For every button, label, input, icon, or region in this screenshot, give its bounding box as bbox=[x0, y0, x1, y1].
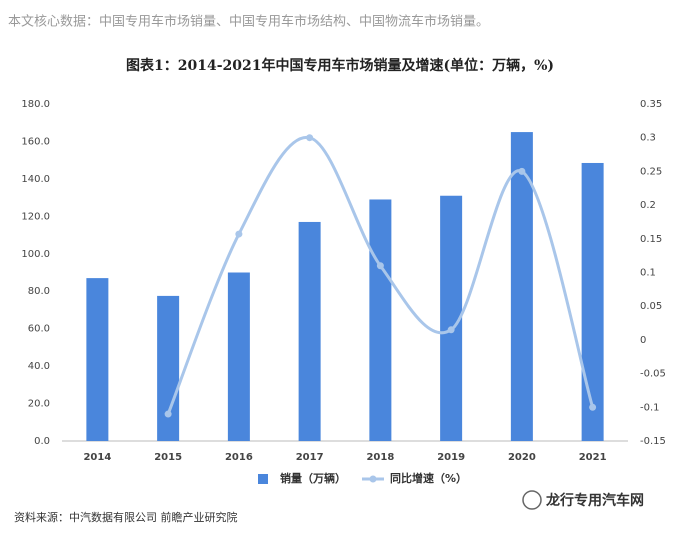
line-marker bbox=[306, 134, 314, 142]
x-tick-label: 2021 bbox=[579, 452, 607, 463]
bar bbox=[369, 199, 392, 441]
x-tick-label: 2017 bbox=[296, 452, 324, 463]
y-tick-label: 20.0 bbox=[28, 399, 50, 410]
y2-tick-label: 0.3 bbox=[640, 133, 656, 144]
line-marker bbox=[235, 230, 243, 238]
bar bbox=[227, 272, 250, 441]
y2-tick-label: 0.25 bbox=[640, 166, 662, 177]
y-tick-label: 120.0 bbox=[21, 211, 50, 222]
bar bbox=[157, 295, 180, 441]
chart-title: 图表1：2014-2021年中国专用车市场销量及增速(单位：万辆，%) bbox=[126, 57, 554, 74]
y-tick-label: 160.0 bbox=[21, 136, 50, 147]
y-tick-label: 140.0 bbox=[21, 174, 50, 185]
y2-tick-label: -0.1 bbox=[640, 402, 660, 413]
bar bbox=[510, 132, 533, 442]
y-tick-label: 40.0 bbox=[28, 361, 50, 372]
y2-tick-label: 0.05 bbox=[640, 301, 662, 312]
y2-tick-label: -0.05 bbox=[640, 369, 666, 380]
y2-tick-label: 0.1 bbox=[640, 268, 656, 279]
legend-swatch bbox=[258, 474, 268, 484]
legend-label: 销量（万辆） bbox=[280, 471, 346, 485]
bar bbox=[581, 162, 604, 441]
bar bbox=[86, 278, 109, 441]
y2-tick-label: 0.35 bbox=[640, 99, 662, 110]
y-tick-label: 0.0 bbox=[34, 436, 50, 447]
line-marker bbox=[589, 403, 597, 411]
y-tick-label: 60.0 bbox=[28, 324, 50, 335]
line-marker bbox=[518, 167, 526, 175]
y-tick-label: 180.0 bbox=[21, 99, 50, 110]
x-tick-label: 2016 bbox=[225, 452, 253, 463]
bar bbox=[440, 195, 463, 441]
y-tick-label: 100.0 bbox=[21, 249, 50, 260]
y2-tick-label: 0.15 bbox=[640, 234, 662, 245]
wechat-icon bbox=[522, 490, 542, 510]
legend-swatch bbox=[369, 475, 377, 483]
line-marker bbox=[164, 410, 172, 418]
y2-tick-label: 0 bbox=[640, 335, 646, 346]
line-marker bbox=[376, 262, 384, 270]
x-tick-label: 2015 bbox=[154, 452, 182, 463]
x-tick-label: 2014 bbox=[83, 452, 111, 463]
watermark: 龙行专用汽车网 bbox=[545, 492, 644, 509]
y2-tick-label: -0.15 bbox=[640, 436, 666, 447]
x-tick-label: 2020 bbox=[508, 452, 536, 463]
bar bbox=[298, 221, 321, 441]
legend-label: 同比增速（%） bbox=[390, 471, 467, 485]
intro: 本文核心数据：中国专用车市场销量、中国专用车市场结构、中国物流车市场销量。 bbox=[8, 14, 489, 30]
source: 资料来源：中汽数据有限公司 前瞻产业研究院 bbox=[14, 510, 238, 524]
x-tick-label: 2019 bbox=[437, 452, 465, 463]
x-tick-label: 2018 bbox=[366, 452, 394, 463]
line-marker bbox=[447, 326, 455, 334]
y-tick-label: 80.0 bbox=[28, 286, 50, 297]
y2-tick-label: 0.2 bbox=[640, 200, 656, 211]
